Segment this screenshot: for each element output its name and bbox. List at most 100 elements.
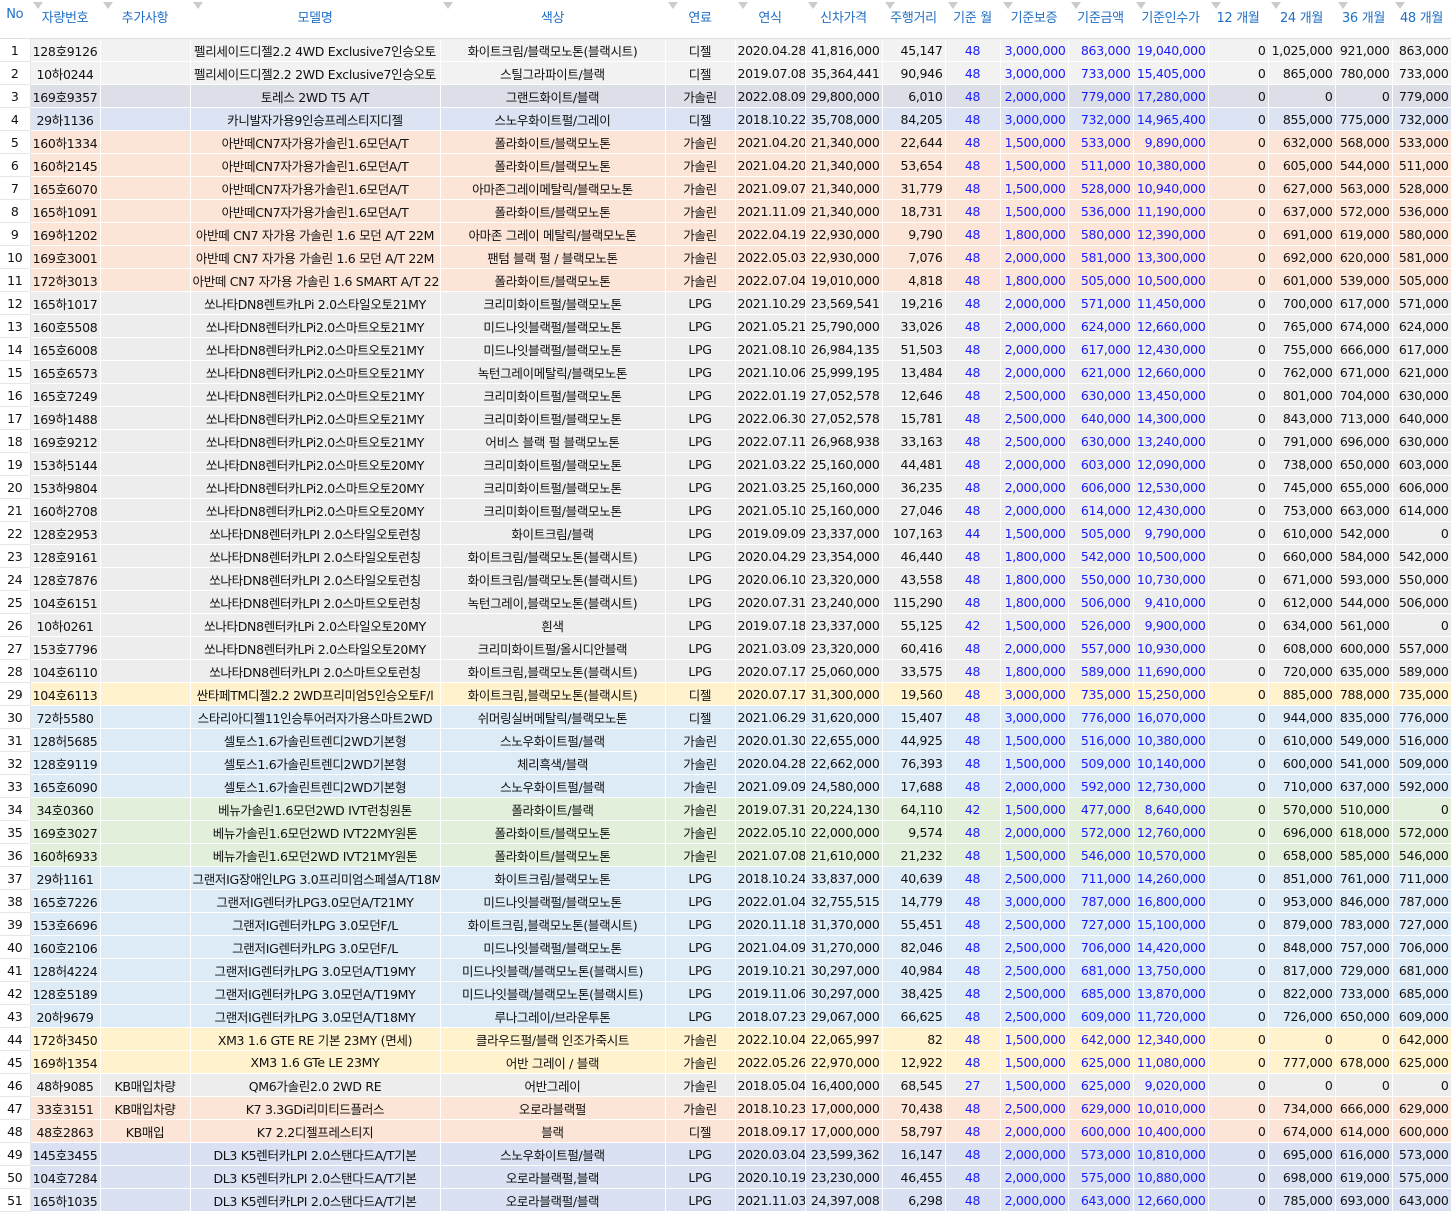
filter-arrow[interactable] (1210, 2, 1221, 9)
cell: 가솔린 (665, 751, 736, 775)
cell: 48 (945, 130, 1001, 154)
cell: 51,503 (882, 337, 946, 361)
cell: 165호6090 (30, 774, 101, 798)
cell: 58,797 (882, 1119, 946, 1143)
cell: 846,000 (1335, 889, 1393, 913)
cell: 0 (1208, 567, 1269, 591)
cell: 48 (945, 245, 1001, 269)
column-header[interactable]: No (0, 0, 31, 39)
cell: 706,000 (1068, 935, 1134, 959)
cell: 아반떼 CN7 자가용 가솔린 1.6 모던 A/T 22M (190, 245, 441, 269)
cell: 크리미화이트펄/블랙모노톤 (440, 291, 666, 315)
column-header[interactable]: 48 개월 (1392, 0, 1451, 39)
cell: 573,000 (1392, 1142, 1451, 1166)
cell: 153호7796 (30, 636, 101, 660)
cell: 0 (1208, 728, 1269, 752)
table-row: 14 165호6008 쏘나타DN8렌터카LPi2.0스마트오토21MY 미드나잇블랙… (0, 337, 1451, 361)
cell: 72하5580 (30, 705, 101, 729)
cell: 2 (0, 61, 31, 85)
cell: 160하2145 (30, 153, 101, 177)
cell (100, 38, 191, 62)
cell: 0 (1208, 544, 1269, 568)
column-header[interactable]: 연식 (735, 0, 806, 39)
cell: 589,000 (1392, 659, 1451, 683)
column-header[interactable]: 12 개월 (1208, 0, 1269, 39)
cell: 516,000 (1392, 728, 1451, 752)
table-row: 41 128허4224 그랜저IG렌터카LPG 3.0모던A/T19MY 미드나잇블랙… (0, 958, 1451, 982)
filter-arrow[interactable] (1270, 2, 1281, 9)
column-header[interactable]: 기준금액 (1068, 0, 1134, 39)
cell: 20하9679 (30, 1004, 101, 1028)
filter-arrow[interactable] (1070, 2, 1081, 9)
filter-arrow[interactable] (1135, 2, 1146, 9)
filter-arrow[interactable] (1002, 2, 1013, 9)
filter-arrow[interactable] (102, 2, 113, 9)
column-header[interactable]: 추가사항 (100, 0, 191, 39)
cell: 0 (1208, 958, 1269, 982)
cell: 0 (1208, 199, 1269, 223)
cell: 165호6008 (30, 337, 101, 361)
cell: 509,000 (1392, 751, 1451, 775)
cell: 506,000 (1068, 590, 1134, 614)
filter-arrow[interactable] (1394, 2, 1405, 9)
filter-arrow[interactable] (667, 2, 678, 9)
filter-arrow[interactable] (1337, 2, 1348, 9)
cell: 600,000 (1068, 1119, 1134, 1143)
cell: 2020.04.28 (735, 38, 806, 62)
cell: 643,000 (1392, 1188, 1451, 1212)
cell: K7 2.2디젤프레스티지 (190, 1119, 441, 1143)
cell: 11 (0, 268, 31, 292)
cell: LPG (665, 889, 736, 913)
filter-arrow[interactable] (192, 2, 203, 9)
cell: 580,000 (1392, 222, 1451, 246)
cell: 크리미화이트펄/블랙모노톤 (440, 452, 666, 476)
cell (100, 245, 191, 269)
cell: 561,000 (1335, 613, 1393, 637)
table-row: 29 104호6113 싼타페TM디젤2.2 2WD프리미엄5인승오토F/l 화이트크… (0, 682, 1451, 706)
cell: 29하1136 (30, 107, 101, 131)
cell: 629,000 (1068, 1096, 1134, 1120)
cell: 2020.11.18 (735, 912, 806, 936)
column-header[interactable]: 24 개월 (1268, 0, 1336, 39)
cell: 48 (945, 383, 1001, 407)
cell: 692,000 (1268, 245, 1336, 269)
cell (100, 1050, 191, 1074)
column-header[interactable]: 색상 (440, 0, 666, 39)
filter-arrow[interactable] (737, 2, 748, 9)
column-header[interactable]: 모델명 (190, 0, 441, 39)
cell: 10하0261 (30, 613, 101, 637)
column-header[interactable]: 자량번호 (30, 0, 101, 39)
cell: 가솔린 (665, 797, 736, 821)
table-row: 50 104호7284 DL3 K5렌터카LPI 2.0스탠다드A/T기본 오로라블랙… (0, 1165, 1451, 1189)
column-header[interactable]: 기준보증 (1000, 0, 1069, 39)
cell: 쏘나타DN8렌터카LPI 2.0스타일오토런칭 (190, 521, 441, 545)
column-header[interactable]: 36 개월 (1335, 0, 1393, 39)
filter-arrow[interactable] (32, 2, 43, 9)
cell: 511,000 (1068, 153, 1134, 177)
filter-arrow[interactable] (884, 2, 895, 9)
cell: 863,000 (1392, 38, 1451, 62)
filter-arrow[interactable] (807, 2, 818, 9)
column-header[interactable]: 신차가격 (805, 0, 883, 39)
cell: 17,688 (882, 774, 946, 798)
cell: 30 (0, 705, 31, 729)
column-header[interactable]: 기준 월 (945, 0, 1001, 39)
column-header[interactable]: 주행거리 (882, 0, 946, 39)
column-header[interactable]: 연료 (665, 0, 736, 39)
cell: 36,235 (882, 475, 946, 499)
filter-arrow[interactable] (442, 2, 453, 9)
cell: 1,800,000 (1000, 222, 1069, 246)
cell: 32,755,515 (805, 889, 883, 913)
table-row: 1 128호9126 펠리세이드디젤2.2 4WD Exclusive7인승오토 화이… (0, 38, 1451, 62)
filter-arrow[interactable] (947, 2, 958, 9)
cell: 2020.04.29 (735, 544, 806, 568)
cell: 미드나잇블랙펄/블랙모노톤 (440, 314, 666, 338)
cell: 60,416 (882, 636, 946, 660)
cell: 779,000 (1068, 84, 1134, 108)
cell: 128호7876 (30, 567, 101, 591)
column-header[interactable]: 기준인수가 (1133, 0, 1209, 39)
cell: 2022.05.26 (735, 1050, 806, 1074)
cell: 48 (945, 176, 1001, 200)
cell: 24 (0, 567, 31, 591)
cell: 592,000 (1392, 774, 1451, 798)
